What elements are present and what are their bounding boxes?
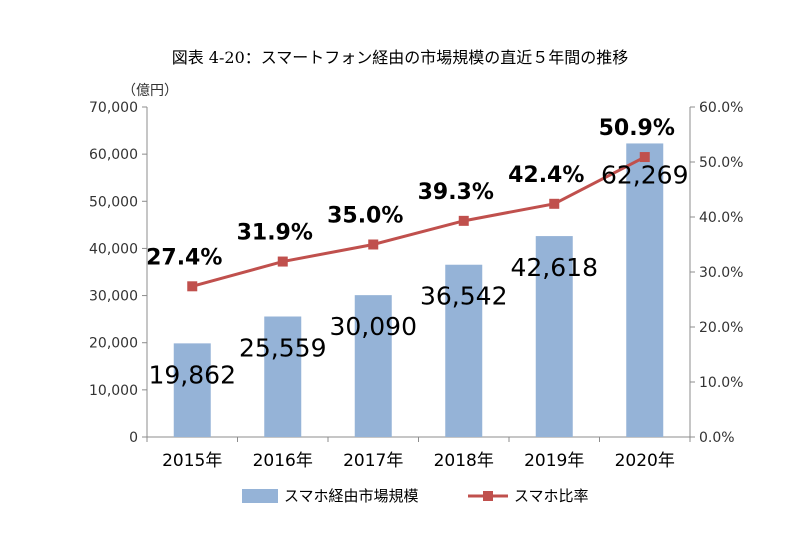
x-tick-label: 2018年 — [434, 451, 494, 471]
bar — [445, 264, 483, 437]
left-tick-label: 20,000 — [89, 336, 138, 352]
legend-bar-label: スマホ経由市場規模 — [284, 487, 419, 505]
line-value-label: 39.3% — [418, 180, 494, 205]
line-value-label: 50.9% — [599, 116, 675, 141]
chart-title: 図表 4-20：スマートフォン経由の市場規模の直近５年間の推移 — [171, 48, 629, 67]
bar-value-label: 36,542 — [420, 282, 507, 311]
bar — [626, 143, 664, 437]
right-tick-label: 0.0% — [699, 430, 735, 446]
left-tick-label: 50,000 — [89, 194, 138, 210]
bars-group — [173, 143, 664, 437]
bar — [535, 236, 573, 437]
line-point — [549, 198, 560, 209]
legend-line-marker — [483, 491, 493, 501]
x-tick-label: 2016年 — [253, 451, 313, 471]
bar-value-label: 25,559 — [239, 334, 326, 363]
bar-value-label: 42,618 — [511, 253, 598, 282]
x-tick-label: 2015年 — [162, 451, 222, 471]
line-group — [187, 152, 650, 292]
legend-bar-swatch — [242, 489, 278, 503]
left-tick-label: 30,000 — [89, 289, 138, 305]
legend-line-label: スマホ比率 — [514, 487, 589, 505]
left-tick-label: 70,000 — [89, 100, 138, 116]
left-tick-label: 10,000 — [89, 383, 138, 399]
bar — [264, 316, 302, 437]
bar-value-label: 62,269 — [601, 160, 688, 189]
right-tick-label: 40.0% — [699, 210, 743, 226]
left-tick-label: 40,000 — [89, 241, 138, 257]
right-tick-label: 50.0% — [699, 155, 743, 171]
right-tick-label: 60.0% — [699, 100, 743, 116]
axes-group: 0 10,000 20,000 30,000 40,000 50,000 60,000 70,… — [89, 83, 743, 471]
bar — [173, 343, 211, 437]
bar-value-label: 19,862 — [149, 360, 236, 389]
right-tick-label: 10.0% — [699, 375, 743, 391]
line-point — [368, 239, 379, 250]
bar — [354, 295, 392, 437]
legend-group: スマホ経由市場規模 スマホ比率 — [242, 487, 589, 505]
x-tick-label: 2020年 — [615, 451, 675, 471]
left-tick-label: 60,000 — [89, 147, 138, 163]
line-point — [639, 152, 650, 163]
line-value-label: 27.4% — [146, 245, 222, 270]
line-point — [458, 215, 469, 226]
x-tick-label: 2017年 — [343, 451, 403, 471]
line-value-label: 31.9% — [237, 221, 313, 246]
line-value-label: 35.0% — [327, 204, 403, 229]
y-unit-label: （億円） — [122, 83, 178, 99]
x-tick-label: 2019年 — [524, 451, 584, 471]
ratio-line — [191, 155, 646, 288]
left-tick-label: 0 — [129, 430, 138, 446]
bar-value-label: 30,090 — [330, 312, 417, 341]
right-tick-label: 20.0% — [699, 320, 743, 336]
line-point — [187, 281, 198, 292]
line-value-label: 42.4% — [508, 163, 584, 188]
line-point — [277, 256, 288, 267]
right-tick-label: 30.0% — [699, 265, 743, 281]
